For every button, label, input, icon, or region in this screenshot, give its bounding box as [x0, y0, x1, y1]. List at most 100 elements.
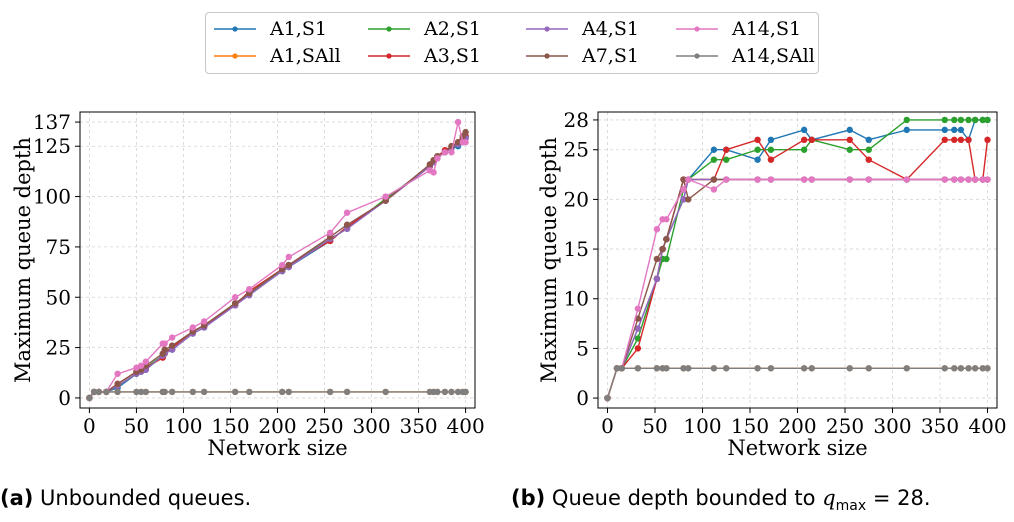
data-point [137, 388, 145, 396]
data-point [103, 388, 110, 396]
legend-label: A1,S1 [270, 18, 327, 40]
data-point [189, 388, 197, 396]
data-point [663, 235, 670, 243]
data-point [865, 365, 872, 372]
data-point [430, 169, 437, 176]
legend-swatch [676, 53, 718, 59]
data-point [454, 388, 462, 396]
data-point [231, 300, 239, 307]
data-point [231, 294, 239, 301]
data-point [800, 146, 808, 153]
caption-b-text: Queue depth bounded to [545, 486, 823, 510]
series-line [88, 391, 466, 399]
data-point [680, 186, 687, 193]
data-point [903, 176, 910, 183]
data-point [634, 365, 642, 372]
series [604, 365, 991, 402]
data-point [951, 176, 958, 183]
series [604, 176, 991, 402]
legend-label: A7,S1 [582, 45, 639, 67]
data-point [114, 370, 121, 377]
x-tick-label: 350 [921, 414, 959, 438]
legend-swatch [676, 26, 718, 32]
x-tick-label: 200 [258, 414, 296, 438]
data-point [326, 388, 334, 396]
data-point [965, 116, 972, 124]
data-point [462, 139, 469, 146]
x-tick-label: 100 [164, 414, 202, 438]
legend-item: A2,S1 [366, 17, 481, 41]
data-point [462, 388, 469, 396]
data-point [634, 305, 642, 312]
legend-item: A14,SAll [674, 44, 815, 68]
data-point [426, 161, 434, 168]
data-point [865, 146, 872, 153]
data-point [653, 365, 661, 372]
data-point [285, 261, 292, 269]
x-axis-label: Network size [727, 436, 867, 460]
x-tick-label: 100 [683, 414, 721, 438]
data-point [685, 196, 692, 203]
data-point [86, 394, 93, 402]
data-point [161, 340, 168, 347]
data-point [382, 193, 389, 200]
data-point [454, 118, 462, 126]
data-point [161, 388, 168, 396]
x-tick-label: 50 [124, 414, 149, 438]
data-point [984, 365, 991, 372]
legend-swatch [526, 26, 568, 32]
data-point [951, 116, 958, 124]
data-point [710, 156, 718, 163]
data-point [279, 388, 286, 396]
x-tick-label: 200 [778, 414, 816, 438]
data-point [343, 209, 351, 216]
data-point [114, 380, 121, 388]
data-point [903, 365, 910, 372]
data-point [710, 186, 718, 193]
legend-item: A1,S1 [212, 17, 327, 41]
y-tick-label: 28 [564, 108, 589, 132]
data-point [865, 156, 872, 163]
data-point [90, 388, 98, 396]
y-axis-label: Maximum queue depth [537, 137, 561, 383]
data-point [800, 176, 808, 183]
data-point [634, 345, 642, 352]
charts-canvas: 0 50 100 150 200 250 300 350 4000255075100125137… [11, 108, 1007, 460]
x-axis-label: Network size [207, 436, 347, 460]
data-point [846, 146, 853, 153]
x-tick-label: 0 [601, 414, 614, 438]
legend-item: A7,S1 [524, 44, 639, 68]
data-point [95, 388, 103, 396]
data-point [382, 388, 389, 396]
y-tick-label: 75 [46, 235, 71, 259]
data-point [979, 116, 986, 124]
data-point [754, 176, 761, 183]
caption-b-eq: = 28. [866, 486, 931, 510]
data-point [685, 365, 692, 372]
y-tick-label: 10 [564, 287, 589, 311]
caption-b-label: (b) [511, 486, 546, 510]
x-tick-label: 250 [826, 414, 864, 438]
data-point [951, 365, 958, 372]
y-axis-label: Maximum queue depth [11, 137, 35, 383]
data-point [653, 226, 661, 233]
data-point [984, 116, 991, 124]
data-point [846, 126, 853, 134]
data-point [808, 176, 815, 183]
data-point [965, 136, 972, 144]
data-point [723, 156, 730, 163]
data-point [200, 388, 208, 396]
caption-b-math: q [822, 486, 836, 510]
data-point [613, 365, 621, 372]
data-point [680, 176, 687, 183]
caption-a: (a) Unbounded queues. [0, 486, 251, 510]
data-point [246, 388, 253, 396]
legend-swatch [368, 26, 410, 32]
legend-item: A3,S1 [366, 44, 481, 68]
data-point [767, 156, 775, 163]
data-point [285, 388, 292, 396]
x-tick-label: 250 [305, 414, 343, 438]
legend-swatch [214, 53, 256, 59]
y-tick-label: 0 [58, 386, 71, 410]
data-point [680, 196, 687, 203]
